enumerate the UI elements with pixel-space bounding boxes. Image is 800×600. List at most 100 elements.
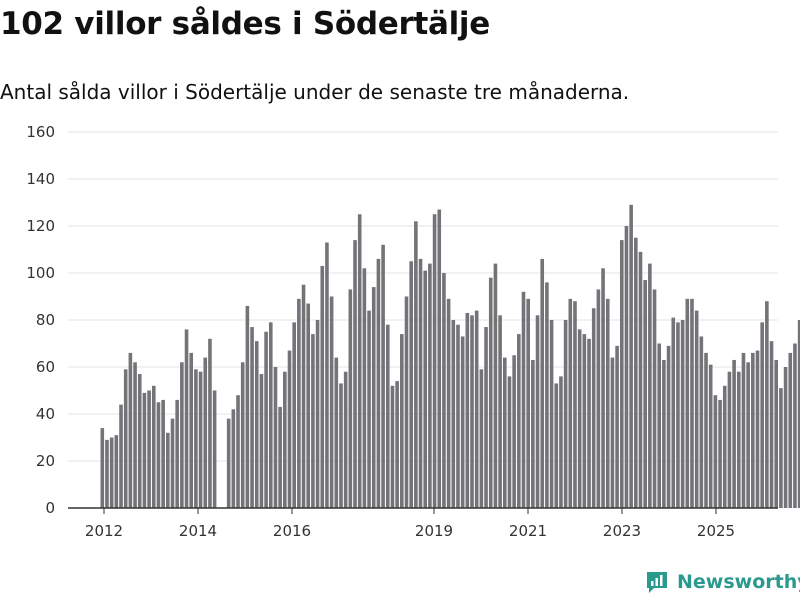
bar bbox=[568, 298, 573, 508]
x-tick-label: 2025 bbox=[697, 522, 735, 540]
bar bbox=[381, 244, 385, 509]
bar bbox=[577, 329, 582, 508]
bar bbox=[348, 289, 353, 508]
x-tick-label: 2019 bbox=[415, 522, 453, 540]
bar bbox=[385, 324, 390, 508]
y-tick-label: 60 bbox=[36, 358, 55, 376]
x-tick-label: 2016 bbox=[273, 522, 311, 540]
bar bbox=[428, 263, 432, 508]
bar bbox=[760, 322, 764, 508]
bar bbox=[376, 258, 381, 508]
bar bbox=[788, 352, 793, 508]
bar bbox=[488, 277, 493, 508]
y-tick-label: 140 bbox=[26, 170, 55, 188]
bar bbox=[718, 399, 722, 508]
bar bbox=[502, 357, 507, 508]
bar bbox=[151, 385, 156, 508]
y-tick-label: 80 bbox=[36, 311, 55, 329]
bar bbox=[657, 343, 662, 508]
bar bbox=[395, 381, 399, 508]
bar bbox=[306, 303, 311, 508]
bar bbox=[273, 367, 278, 508]
bar bbox=[465, 312, 470, 508]
bar-series bbox=[100, 204, 800, 509]
bar bbox=[236, 395, 240, 508]
bar bbox=[203, 357, 208, 508]
bar bbox=[521, 291, 526, 508]
bar bbox=[746, 362, 750, 508]
bar bbox=[615, 345, 619, 508]
bar bbox=[722, 385, 727, 508]
newsworthy-logo-icon bbox=[647, 572, 667, 593]
newsworthy-logo: Newsworthy bbox=[645, 570, 800, 594]
bar bbox=[198, 371, 203, 508]
x-tick-label: 2014 bbox=[179, 522, 217, 540]
bar bbox=[470, 315, 474, 508]
bar bbox=[226, 418, 231, 508]
bar bbox=[610, 357, 615, 508]
bar bbox=[240, 362, 245, 508]
y-tick-label: 100 bbox=[26, 264, 55, 282]
bar bbox=[549, 320, 554, 508]
bar bbox=[751, 352, 755, 508]
bar bbox=[479, 369, 484, 508]
bar bbox=[783, 367, 788, 508]
bar bbox=[315, 320, 320, 508]
bar bbox=[484, 327, 488, 508]
bar bbox=[245, 305, 250, 508]
bar bbox=[161, 399, 165, 508]
y-tick-label: 0 bbox=[45, 499, 55, 517]
bar bbox=[123, 369, 128, 508]
bar bbox=[769, 341, 774, 508]
bar bbox=[357, 214, 362, 508]
bar bbox=[713, 395, 718, 508]
bar bbox=[774, 359, 779, 508]
bar bbox=[601, 268, 605, 508]
y-tick-label: 160 bbox=[26, 123, 55, 141]
bar bbox=[297, 298, 301, 508]
bar bbox=[460, 336, 465, 508]
bar bbox=[264, 331, 268, 508]
bar bbox=[517, 334, 521, 508]
bar bbox=[278, 406, 282, 508]
bar bbox=[367, 310, 371, 508]
bar bbox=[259, 374, 264, 508]
bar bbox=[339, 383, 343, 508]
bar bbox=[582, 334, 587, 508]
bar bbox=[170, 418, 175, 508]
bar bbox=[105, 439, 109, 508]
bar bbox=[540, 258, 545, 508]
y-tick-label: 120 bbox=[26, 217, 55, 235]
bar bbox=[545, 282, 549, 508]
bar bbox=[765, 301, 769, 508]
bar bbox=[755, 350, 760, 508]
bar bbox=[442, 273, 446, 508]
bar bbox=[535, 315, 540, 508]
x-tick-label: 2012 bbox=[85, 522, 123, 540]
bar bbox=[283, 371, 287, 508]
bar bbox=[208, 338, 212, 508]
bar bbox=[409, 261, 413, 508]
bar bbox=[699, 336, 704, 508]
chart-subtitle: Antal sålda villor i Södertälje under de… bbox=[0, 80, 630, 104]
bar bbox=[311, 334, 315, 508]
bar bbox=[648, 263, 652, 508]
bar bbox=[563, 320, 568, 508]
bar bbox=[727, 371, 732, 508]
y-tick-label: 20 bbox=[36, 452, 55, 470]
bar bbox=[250, 327, 254, 508]
bar bbox=[456, 324, 460, 508]
bar bbox=[301, 284, 306, 508]
bar bbox=[512, 355, 516, 508]
bar bbox=[676, 322, 680, 508]
bar bbox=[414, 221, 418, 509]
bar bbox=[507, 376, 512, 508]
bar bbox=[114, 435, 119, 508]
x-tick-label: 2023 bbox=[603, 522, 641, 540]
bar bbox=[175, 399, 179, 508]
bar bbox=[685, 298, 690, 508]
bar bbox=[404, 296, 409, 508]
bar bbox=[596, 289, 601, 508]
bar bbox=[797, 320, 800, 508]
bar bbox=[194, 369, 198, 508]
